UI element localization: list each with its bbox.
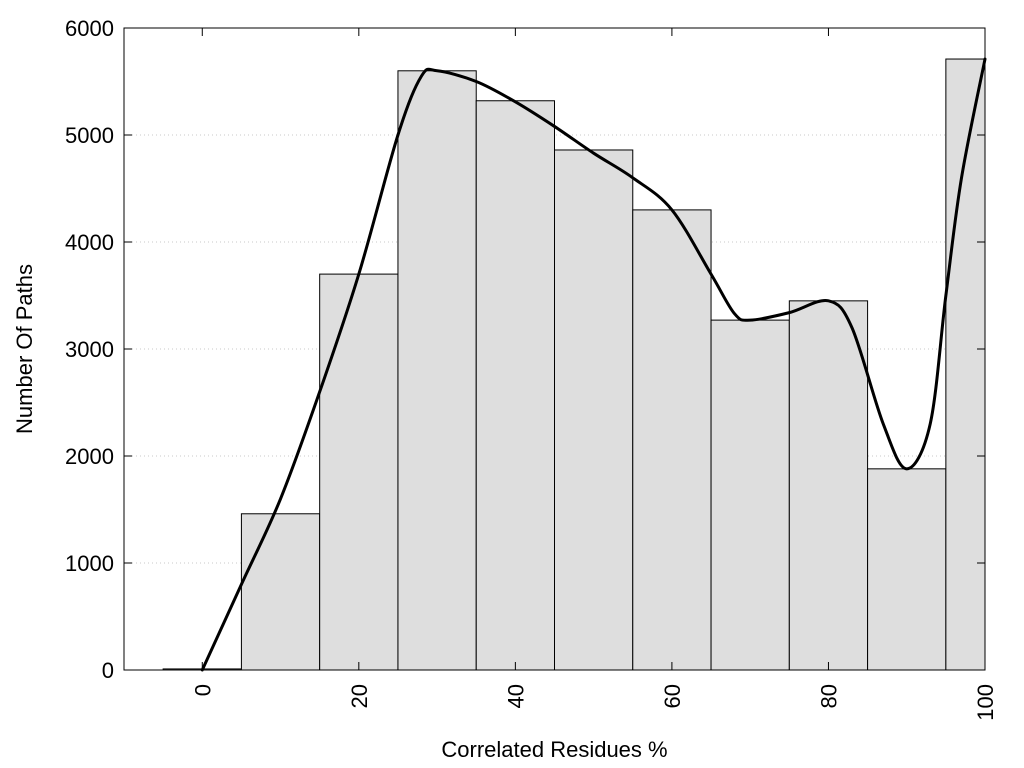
- histogram-bar: [632, 209, 712, 671]
- histogram-bar: [397, 70, 477, 671]
- histogram-bar: [788, 300, 869, 671]
- y-tick-label: 6000: [65, 16, 114, 41]
- x-tick-label: 20: [347, 684, 372, 708]
- histogram-bars: [162, 58, 986, 671]
- y-tick-label: 2000: [65, 444, 114, 469]
- histogram-bar: [240, 513, 321, 671]
- histogram-bar: [710, 319, 790, 671]
- x-tick-label: 100: [973, 684, 998, 721]
- x-tick-label: 60: [660, 684, 685, 708]
- y-tick-label: 1000: [65, 551, 114, 576]
- y-tick-label: 0: [102, 658, 114, 683]
- y-axis: 0 1000 2000 3000 4000 5000 6000: [65, 16, 985, 683]
- y-tick-label: 4000: [65, 230, 114, 255]
- y-tick-label: 3000: [65, 337, 114, 362]
- histogram-bar: [867, 468, 947, 671]
- fit-curve-layer: [200, 57, 987, 672]
- x-axis: 0 20 40 60 80 100: [190, 28, 998, 721]
- histogram-bar: [319, 273, 399, 671]
- x-tick-label: 80: [816, 684, 841, 708]
- y-tick-label: 5000: [65, 123, 114, 148]
- x-tick-label: 40: [503, 684, 528, 708]
- fit-curve: [200, 57, 987, 672]
- y-axis-title: Number Of Paths: [12, 264, 37, 434]
- x-axis-title: Correlated Residues %: [441, 737, 667, 762]
- histogram-bar: [475, 100, 555, 671]
- histogram-bar: [554, 149, 634, 671]
- x-tick-label: 0: [190, 684, 215, 696]
